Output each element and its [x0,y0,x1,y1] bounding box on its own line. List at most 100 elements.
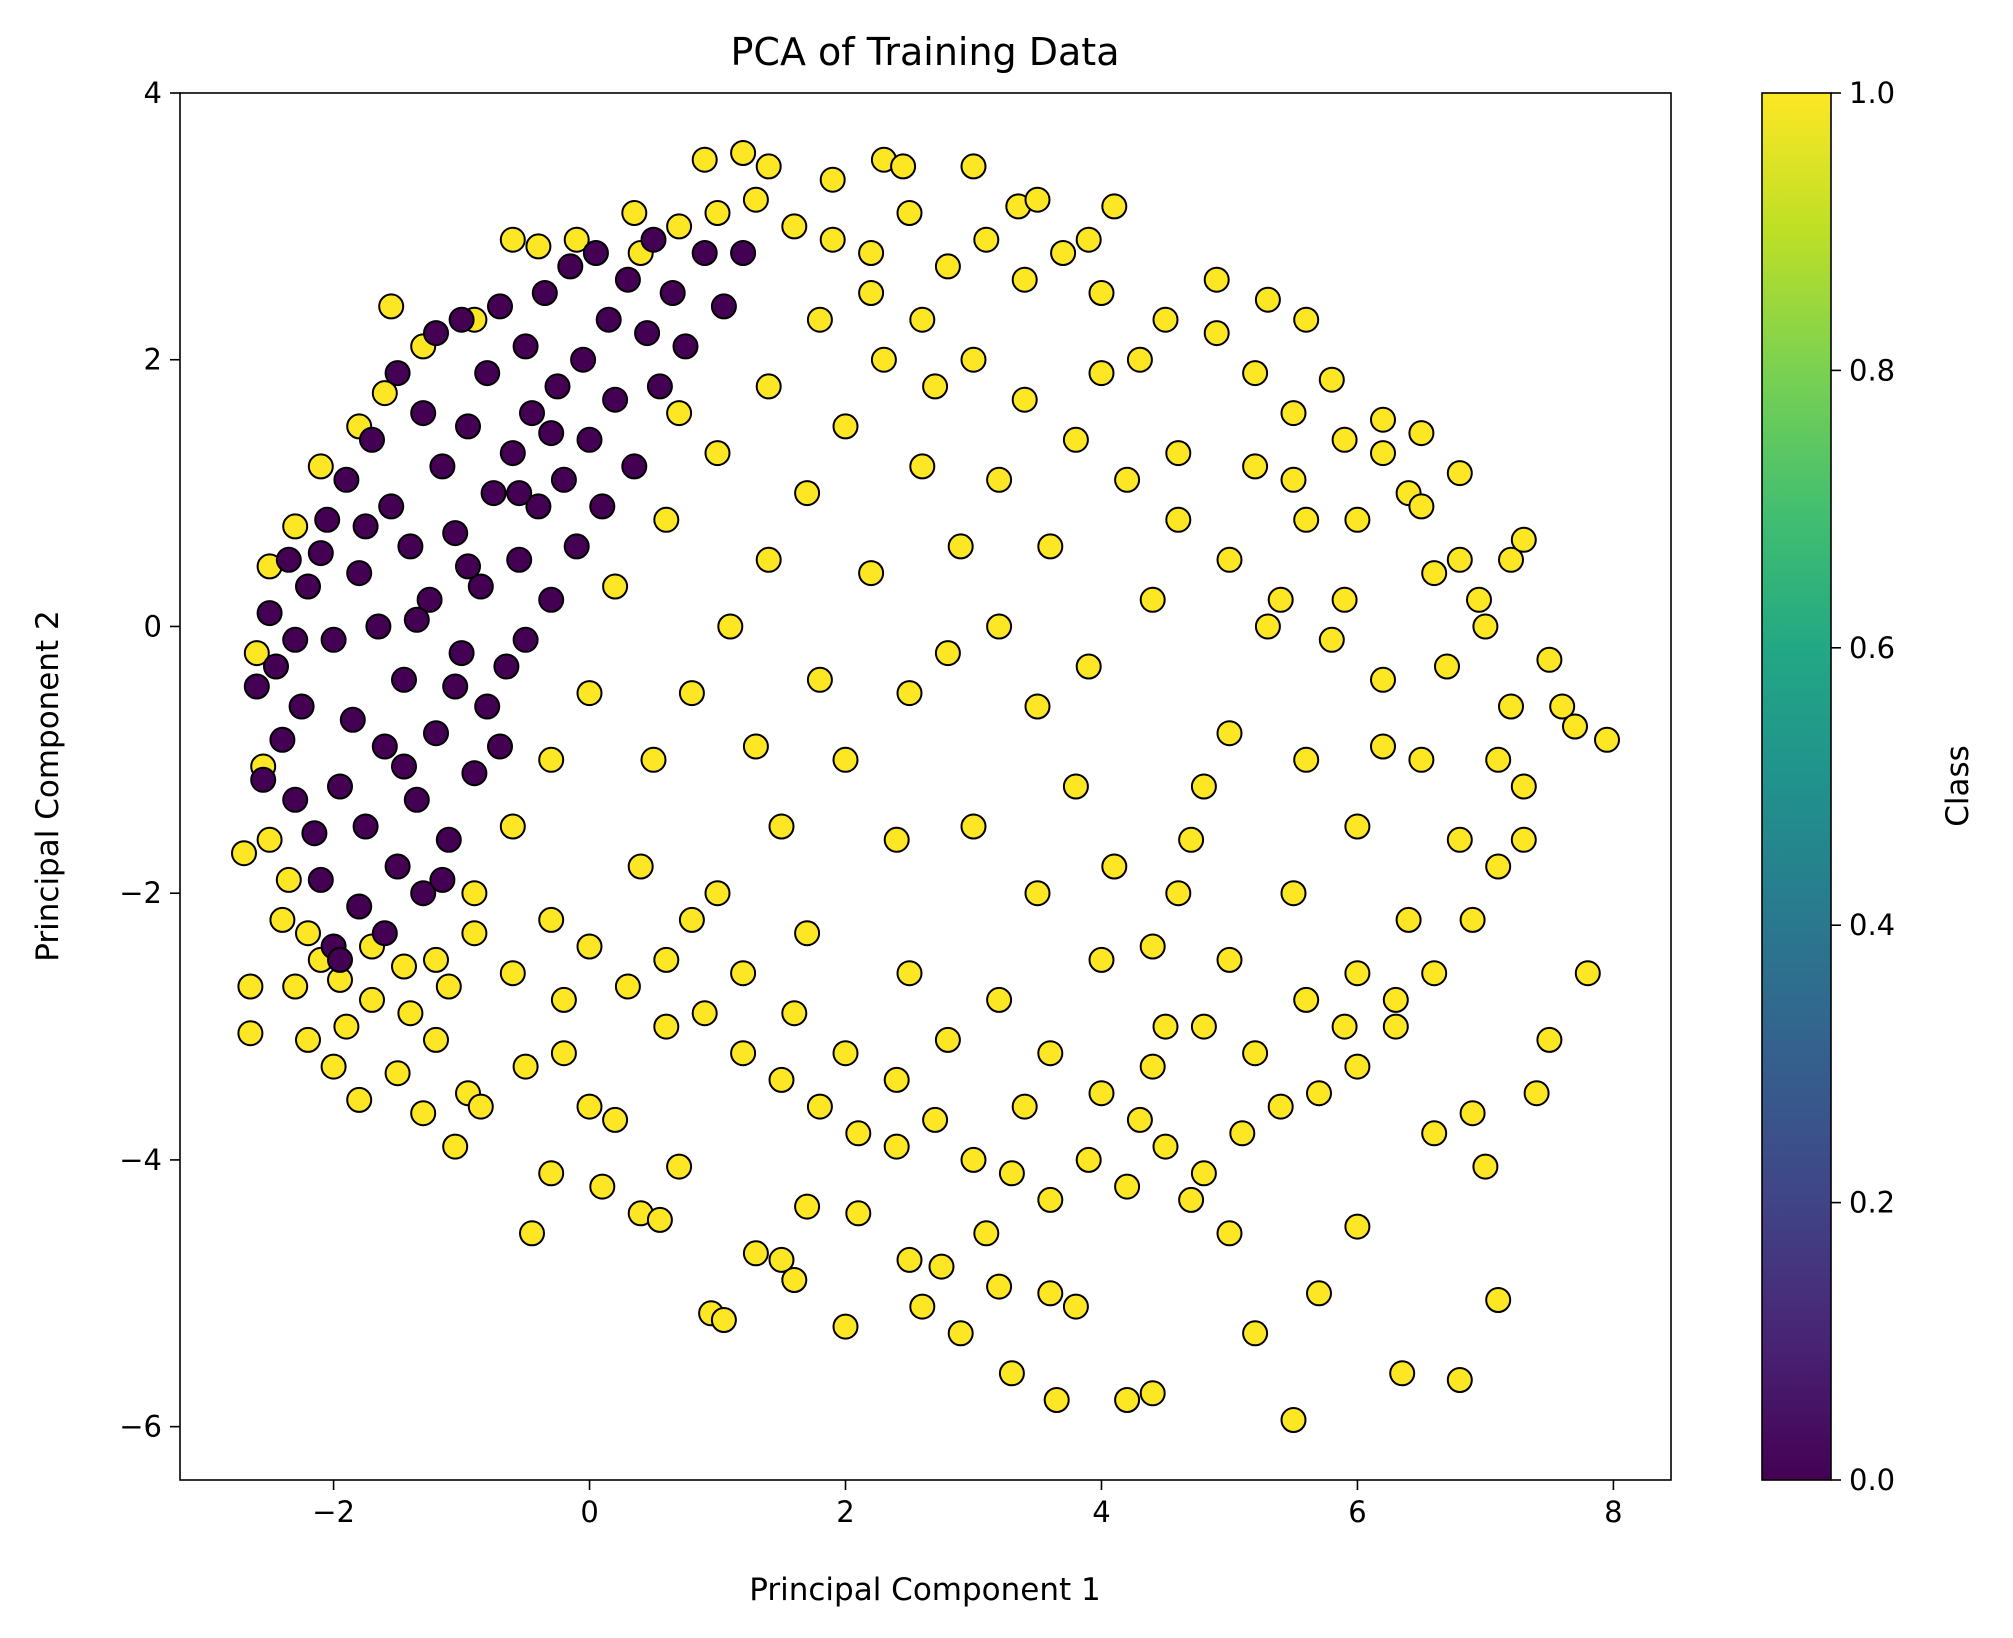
point-class-1 [928,1253,955,1280]
point-class-1 [1139,933,1166,960]
point-class-1 [742,733,769,760]
point-class-0 [423,720,449,747]
point-class-1 [742,1240,769,1267]
point-class-1 [1101,193,1128,220]
point-class-1 [1139,1380,1166,1407]
point-class-1 [1037,1040,1064,1067]
point-class-1 [742,186,769,213]
point-class-1 [1024,693,1051,720]
point-class-1 [934,1026,961,1053]
point-class-1 [1267,1093,1294,1120]
point-class-0 [710,293,737,320]
point-class-1 [1344,1213,1371,1240]
point-class-1 [295,920,321,947]
point-class-0 [487,293,513,320]
point-class-1 [909,453,936,480]
point-class-1 [1242,1320,1269,1347]
point-class-0 [448,640,475,667]
point-class-1 [1293,986,1320,1013]
point-class-1 [1062,773,1089,800]
point-class-1 [806,666,833,693]
point-class-1 [1562,713,1588,740]
point-class-0 [346,560,373,587]
point-class-0 [346,893,373,920]
point-class-1 [1344,506,1371,533]
point-class-1 [973,226,1000,253]
point-class-1 [1498,546,1524,573]
x-axis-ticks: −2 0 2 4 6 8 [312,1480,1623,1529]
point-class-1 [307,453,334,480]
point-class-1 [883,1066,910,1093]
point-class-1 [960,1146,987,1173]
point-class-0 [314,506,341,533]
point-class-0 [442,673,469,700]
point-class-1 [1280,880,1307,907]
point-class-1 [614,973,641,1000]
point-class-1 [1421,960,1448,987]
point-class-1 [653,506,680,533]
point-class-1 [1088,280,1115,306]
point-class-1 [1344,1053,1371,1080]
point-class-1 [1446,460,1473,487]
point-class-0 [512,626,539,653]
point-class-1 [666,213,693,240]
point-class-1 [282,513,309,540]
point-class-1 [269,906,296,933]
point-class-1 [832,1040,859,1067]
point-class-1 [1190,1013,1217,1040]
point-class-1 [1536,646,1563,673]
point-class-0 [410,880,437,907]
point-class-0 [282,626,309,653]
point-class-1 [896,200,923,226]
point-class-1 [1318,626,1345,653]
point-class-0 [275,546,302,573]
point-class-1 [1574,960,1601,987]
point-class-1 [435,973,462,1000]
point-class-1 [947,1320,974,1347]
point-class-1 [1344,813,1371,840]
point-class-1 [538,906,565,933]
point-class-1 [947,533,974,560]
colorbar-tick-label: 0.0 [1849,1463,1895,1497]
point-class-1 [1114,466,1141,493]
point-class-1 [1370,406,1396,433]
point-class-1 [986,986,1013,1013]
point-class-1 [1523,1080,1550,1107]
point-class-1 [442,1133,469,1160]
point-class-1 [1594,726,1620,753]
point-class-0 [378,493,405,520]
point-class-1 [806,1093,833,1120]
point-class-1 [640,746,667,773]
point-class-1 [423,946,449,973]
point-class-1 [704,880,731,907]
point-class-1 [730,1040,757,1067]
point-class-0 [691,240,718,266]
point-class-0 [320,626,347,653]
point-class-1 [1331,426,1358,453]
point-class-1 [1293,746,1320,773]
point-class-0 [403,606,430,633]
point-class-1 [710,1307,737,1333]
point-class-0 [263,653,289,680]
point-class-0 [525,493,552,520]
point-class-0 [442,520,469,547]
point-class-1 [499,960,526,987]
point-class-1 [1075,1146,1102,1173]
point-class-0 [397,533,424,560]
point-class-0 [410,400,437,427]
point-class-1 [576,933,603,960]
point-class-1 [563,226,590,253]
point-class-1 [883,826,910,853]
point-class-1 [602,573,629,600]
point-class-1 [1152,306,1179,333]
point-class-1 [922,373,949,400]
point-class-1 [1408,493,1435,520]
point-class-1 [1242,453,1269,480]
point-class-1 [1498,693,1524,720]
colorbar-tick-label: 0.4 [1849,908,1895,942]
point-class-1 [1203,266,1230,293]
point-class-1 [653,946,680,973]
point-class-1 [1011,1093,1038,1120]
point-class-1 [410,1100,437,1127]
